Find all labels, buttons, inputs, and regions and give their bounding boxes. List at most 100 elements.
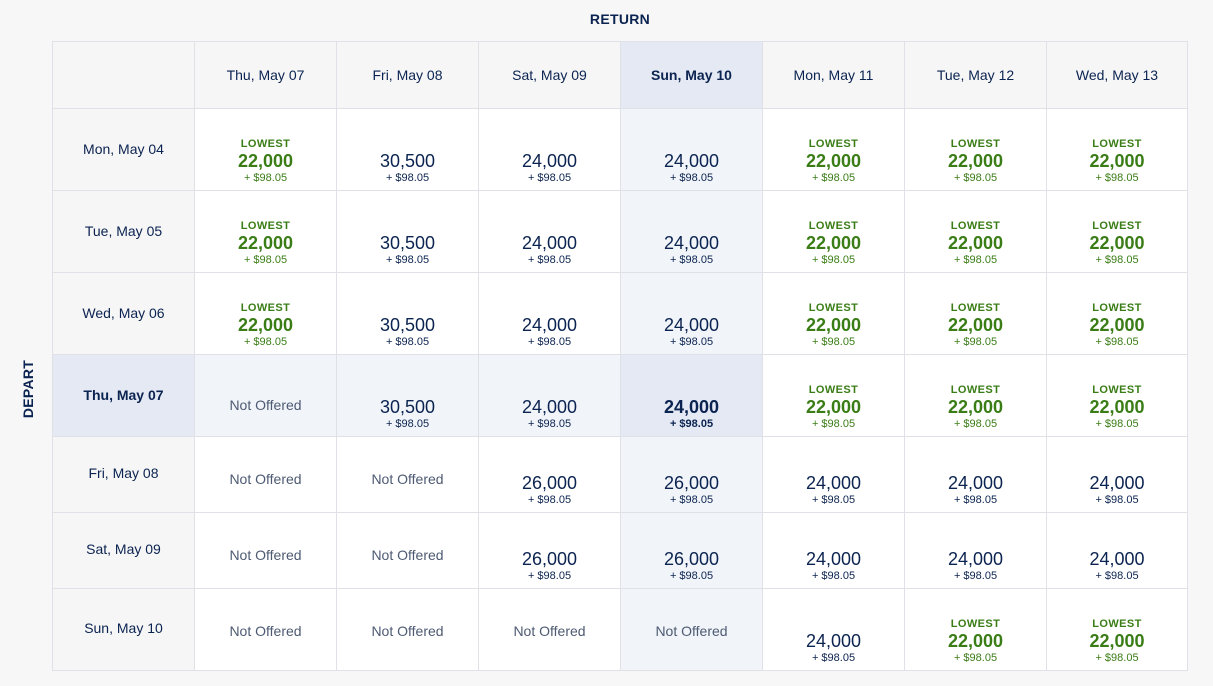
fare-cell-not-offered: Not Offered	[194, 354, 337, 437]
fare-cell[interactable]: 24,000 + $98.05	[620, 108, 763, 191]
miles-amount: 24,000	[947, 473, 1004, 493]
taxes-amount: + $98.05	[953, 172, 998, 184]
miles-amount: 22,000	[947, 151, 1004, 171]
depart-date-label: Mon, May 04	[83, 141, 164, 157]
taxes-amount: + $98.05	[669, 336, 714, 348]
depart-date-header: Tue, May 05	[52, 190, 195, 273]
taxes-amount: + $98.05	[527, 336, 572, 348]
fare-calendar-grid: Thu, May 07 Fri, May 08 Sat, May 09 Sun, Ma…	[52, 41, 1188, 671]
fare-cell[interactable]: 24,000 + $98.05	[478, 190, 621, 273]
fare-cell[interactable]: 26,000 + $98.05	[620, 436, 763, 513]
fare-cell[interactable]: 24,000 + $98.05	[1046, 512, 1188, 589]
fare-cell[interactable]: 26,000 + $98.05	[620, 512, 763, 589]
fare-cell[interactable]: 30,500 + $98.05	[336, 108, 479, 191]
taxes-amount: + $98.05	[1095, 570, 1139, 582]
miles-amount: 24,000	[1089, 473, 1145, 493]
fare-cell[interactable]: 24,000 + $98.05	[904, 512, 1047, 589]
fare-cell[interactable]: 24,000 + $98.05	[1046, 436, 1188, 513]
fare-cell[interactable]: 24,000 + $98.05	[620, 272, 763, 355]
grid-corner	[52, 41, 195, 109]
fare-cell-lowest[interactable]: LOWEST 22,000 + $98.05	[762, 272, 905, 355]
fare-cell-lowest[interactable]: LOWEST 22,000 + $98.05	[762, 190, 905, 273]
miles-amount: 24,000	[805, 631, 862, 651]
taxes-amount: + $98.05	[385, 418, 430, 430]
lowest-badge: LOWEST	[1092, 220, 1142, 232]
fare-cell[interactable]: 24,000 + $98.05	[762, 588, 905, 671]
lowest-badge: LOWEST	[808, 220, 859, 232]
taxes-amount: + $98.05	[527, 494, 572, 506]
fare-cell-lowest[interactable]: LOWEST 22,000 + $98.05	[904, 272, 1047, 355]
not-offered-text: Not Offered	[371, 623, 444, 639]
miles-amount: 24,000	[521, 151, 578, 171]
fare-cell-lowest[interactable]: LOWEST 22,000 + $98.05	[194, 108, 337, 191]
lowest-badge: LOWEST	[1092, 302, 1142, 314]
miles-amount: 26,000	[663, 473, 720, 493]
not-offered-text: Not Offered	[513, 623, 586, 639]
fare-cell-lowest[interactable]: LOWEST 22,000 + $98.05	[1046, 354, 1188, 437]
miles-amount: 26,000	[663, 549, 720, 569]
taxes-amount: + $98.05	[1095, 254, 1139, 266]
fare-cell-lowest[interactable]: LOWEST 22,000 + $98.05	[762, 108, 905, 191]
fare-cell[interactable]: 24,000 + $98.05	[762, 512, 905, 589]
taxes-amount: + $98.05	[669, 172, 714, 184]
fare-cell-lowest[interactable]: LOWEST 22,000 + $98.05	[1046, 190, 1188, 273]
depart-axis-label: DEPART	[20, 359, 36, 419]
fare-cell-lowest[interactable]: LOWEST 22,000 + $98.05	[1046, 588, 1188, 671]
taxes-amount: + $98.05	[953, 570, 998, 582]
return-date-header: Sun, May 10	[620, 41, 763, 109]
fare-cell-lowest[interactable]: LOWEST 22,000 + $98.05	[1046, 272, 1188, 355]
fare-cell[interactable]: 24,000 + $98.05	[620, 190, 763, 273]
taxes-amount: + $98.05	[811, 494, 856, 506]
fare-cell[interactable]: 24,000 + $98.05	[478, 354, 621, 437]
fare-cell[interactable]: 30,500 + $98.05	[336, 272, 479, 355]
fare-cell-not-offered: Not Offered	[336, 436, 479, 513]
depart-date-header: Wed, May 06	[52, 272, 195, 355]
not-offered-text: Not Offered	[655, 623, 728, 639]
return-date-header: Tue, May 12	[904, 41, 1047, 109]
fare-cell[interactable]: 26,000 + $98.05	[478, 436, 621, 513]
taxes-amount: + $98.05	[243, 336, 288, 348]
fare-cell[interactable]: 30,500 + $98.05	[336, 190, 479, 273]
fare-cell-lowest[interactable]: LOWEST 22,000 + $98.05	[194, 190, 337, 273]
taxes-amount: + $98.05	[1095, 418, 1139, 430]
miles-amount: 22,000	[947, 315, 1004, 335]
depart-date-label: Wed, May 06	[82, 305, 165, 321]
fare-cell-lowest[interactable]: LOWEST 22,000 + $98.05	[904, 108, 1047, 191]
miles-amount: 24,000	[663, 315, 720, 335]
fare-cell[interactable]: 24,000 + $98.05	[762, 436, 905, 513]
depart-date-header: Fri, May 08	[52, 436, 195, 513]
fare-cell-lowest[interactable]: LOWEST 22,000 + $98.05	[194, 272, 337, 355]
taxes-amount: + $98.05	[811, 336, 856, 348]
fare-cell-lowest[interactable]: LOWEST 22,000 + $98.05	[1046, 108, 1188, 191]
fare-cell-lowest[interactable]: LOWEST 22,000 + $98.05	[904, 354, 1047, 437]
lowest-badge: LOWEST	[240, 138, 291, 150]
depart-date-header: Mon, May 04	[52, 108, 195, 191]
fare-cell-lowest[interactable]: LOWEST 22,000 + $98.05	[904, 190, 1047, 273]
taxes-amount: + $98.05	[811, 254, 856, 266]
miles-amount: 26,000	[521, 549, 578, 569]
fare-cell[interactable]: 24,000 + $98.05	[904, 436, 1047, 513]
fare-cell[interactable]: 24,000 + $98.05	[620, 354, 763, 437]
fare-cell[interactable]: 26,000 + $98.05	[478, 512, 621, 589]
not-offered-text: Not Offered	[229, 623, 302, 639]
depart-date-header: Thu, May 07	[52, 354, 195, 437]
return-date-header: Mon, May 11	[762, 41, 905, 109]
fare-cell[interactable]: 30,500 + $98.05	[336, 354, 479, 437]
depart-date-label: Fri, May 08	[88, 465, 159, 481]
fare-cell[interactable]: 24,000 + $98.05	[478, 272, 621, 355]
lowest-badge: LOWEST	[950, 302, 1001, 314]
lowest-badge: LOWEST	[950, 138, 1001, 150]
miles-amount: 26,000	[521, 473, 578, 493]
miles-amount: 22,000	[237, 233, 294, 253]
fare-cell-not-offered: Not Offered	[336, 588, 479, 671]
fare-cell-lowest[interactable]: LOWEST 22,000 + $98.05	[762, 354, 905, 437]
taxes-amount: + $98.05	[811, 570, 856, 582]
fare-cell-lowest[interactable]: LOWEST 22,000 + $98.05	[904, 588, 1047, 671]
fare-cell[interactable]: 24,000 + $98.05	[478, 108, 621, 191]
miles-amount: 22,000	[237, 315, 294, 335]
lowest-badge: LOWEST	[1092, 384, 1142, 396]
taxes-amount: + $98.05	[669, 570, 714, 582]
miles-amount: 22,000	[805, 233, 862, 253]
return-date-header: Sat, May 09	[478, 41, 621, 109]
return-axis-label: RETURN	[589, 11, 651, 27]
